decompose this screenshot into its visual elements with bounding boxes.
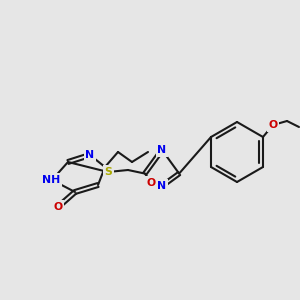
Text: O: O xyxy=(147,178,156,188)
Text: NH: NH xyxy=(42,175,60,185)
Text: N: N xyxy=(158,145,166,155)
Text: N: N xyxy=(85,150,94,160)
Text: O: O xyxy=(53,202,63,212)
Text: O: O xyxy=(268,120,278,130)
Text: S: S xyxy=(104,167,112,177)
Text: N: N xyxy=(158,181,166,191)
